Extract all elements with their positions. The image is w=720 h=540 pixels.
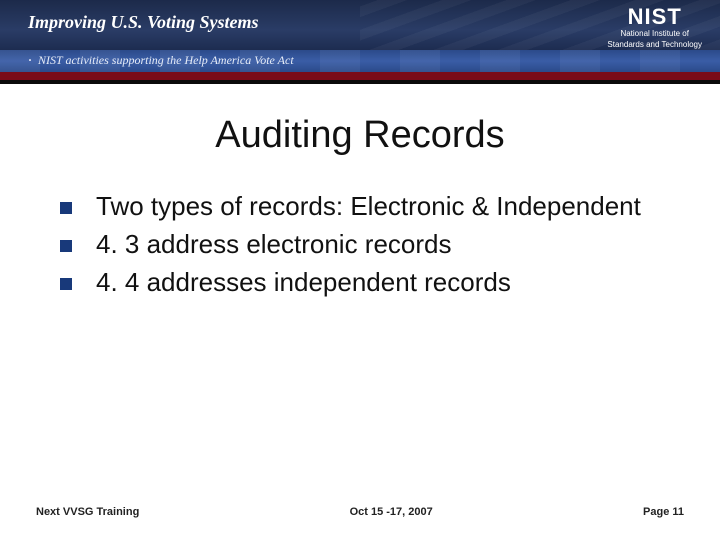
square-bullet-icon (60, 240, 72, 252)
nist-logo-sub2: Standards and Technology (607, 41, 702, 50)
footer-right: Page 11 (643, 506, 684, 518)
bullet-text: 4. 3 address electronic records (96, 228, 452, 262)
square-bullet-icon (60, 278, 72, 290)
banner-subtitle-text: NIST activities supporting the Help Amer… (38, 53, 294, 67)
banner-subtitle: · NIST activities supporting the Help Ame… (28, 53, 294, 68)
footer: Next VVSG Training Oct 15 -17, 2007 Page… (0, 502, 720, 522)
bullet-text: Two types of records: Electronic & Indep… (96, 190, 641, 224)
list-item: 4. 3 address electronic records (60, 228, 660, 262)
nist-logo-sub1: National Institute of (607, 30, 702, 39)
square-bullet-icon (60, 202, 72, 214)
slide-title: Auditing Records (0, 114, 720, 157)
banner-red-bar (0, 72, 720, 80)
bullet-list: Two types of records: Electronic & Indep… (60, 190, 660, 303)
nist-logo: NIST National Institute of Standards and… (607, 6, 702, 50)
footer-center: Oct 15 -17, 2007 (350, 506, 433, 518)
footer-left: Next VVSG Training (36, 506, 139, 518)
banner-top: Improving U.S. Voting Systems NIST Natio… (0, 0, 720, 50)
list-item: Two types of records: Electronic & Indep… (60, 190, 660, 224)
bullet-dot-icon: · (28, 53, 32, 67)
header-banner: Improving U.S. Voting Systems NIST Natio… (0, 0, 720, 84)
slide: Improving U.S. Voting Systems NIST Natio… (0, 0, 720, 540)
list-item: 4. 4 addresses independent records (60, 266, 660, 300)
banner-title: Improving U.S. Voting Systems (28, 12, 259, 33)
banner-black-bar (0, 80, 720, 84)
bullet-text: 4. 4 addresses independent records (96, 266, 511, 300)
banner-mid: · NIST activities supporting the Help Ame… (0, 50, 720, 72)
nist-logo-text: NIST (607, 6, 702, 28)
